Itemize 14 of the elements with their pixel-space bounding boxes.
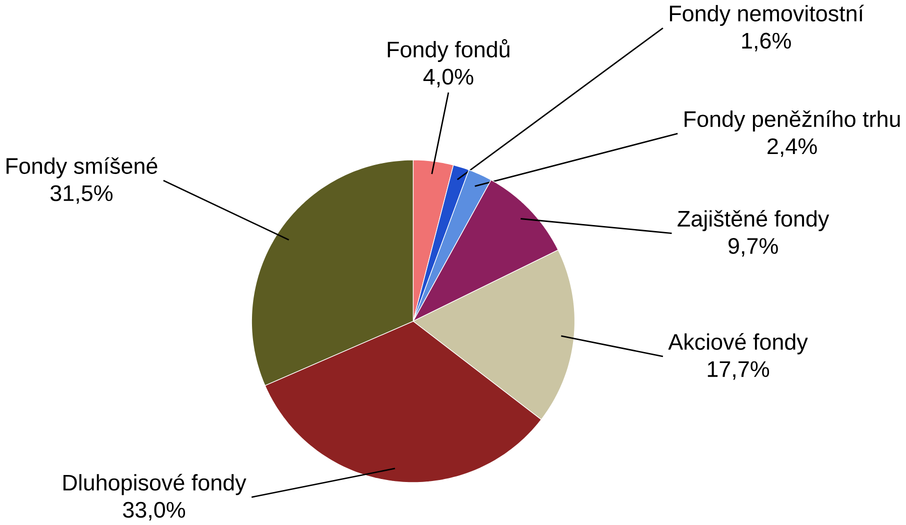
- slice-label: Fondy nemovitostní: [670, 4, 864, 26]
- slice-label: Fondy fondů: [388, 39, 510, 62]
- slice-label: Zajištěné fondy: [678, 210, 830, 232]
- data-label: 33,0%: [123, 502, 186, 520]
- data-label: 1,6%: [742, 32, 791, 52]
- slice-label: Akciové fondy: [668, 333, 808, 354]
- slice-label: Fondy smíšené: [6, 157, 158, 178]
- slice-label: Fondy peněžního trhu: [684, 110, 900, 132]
- data-label: 2,4%: [768, 138, 817, 157]
- slice-label: Dluhopisové fondy: [64, 474, 246, 495]
- data-label: 4,0%: [423, 68, 474, 88]
- data-label: 31,5%: [50, 185, 113, 204]
- data-label: 9,7%: [728, 238, 778, 256]
- data-label: 17,7%: [708, 361, 770, 380]
